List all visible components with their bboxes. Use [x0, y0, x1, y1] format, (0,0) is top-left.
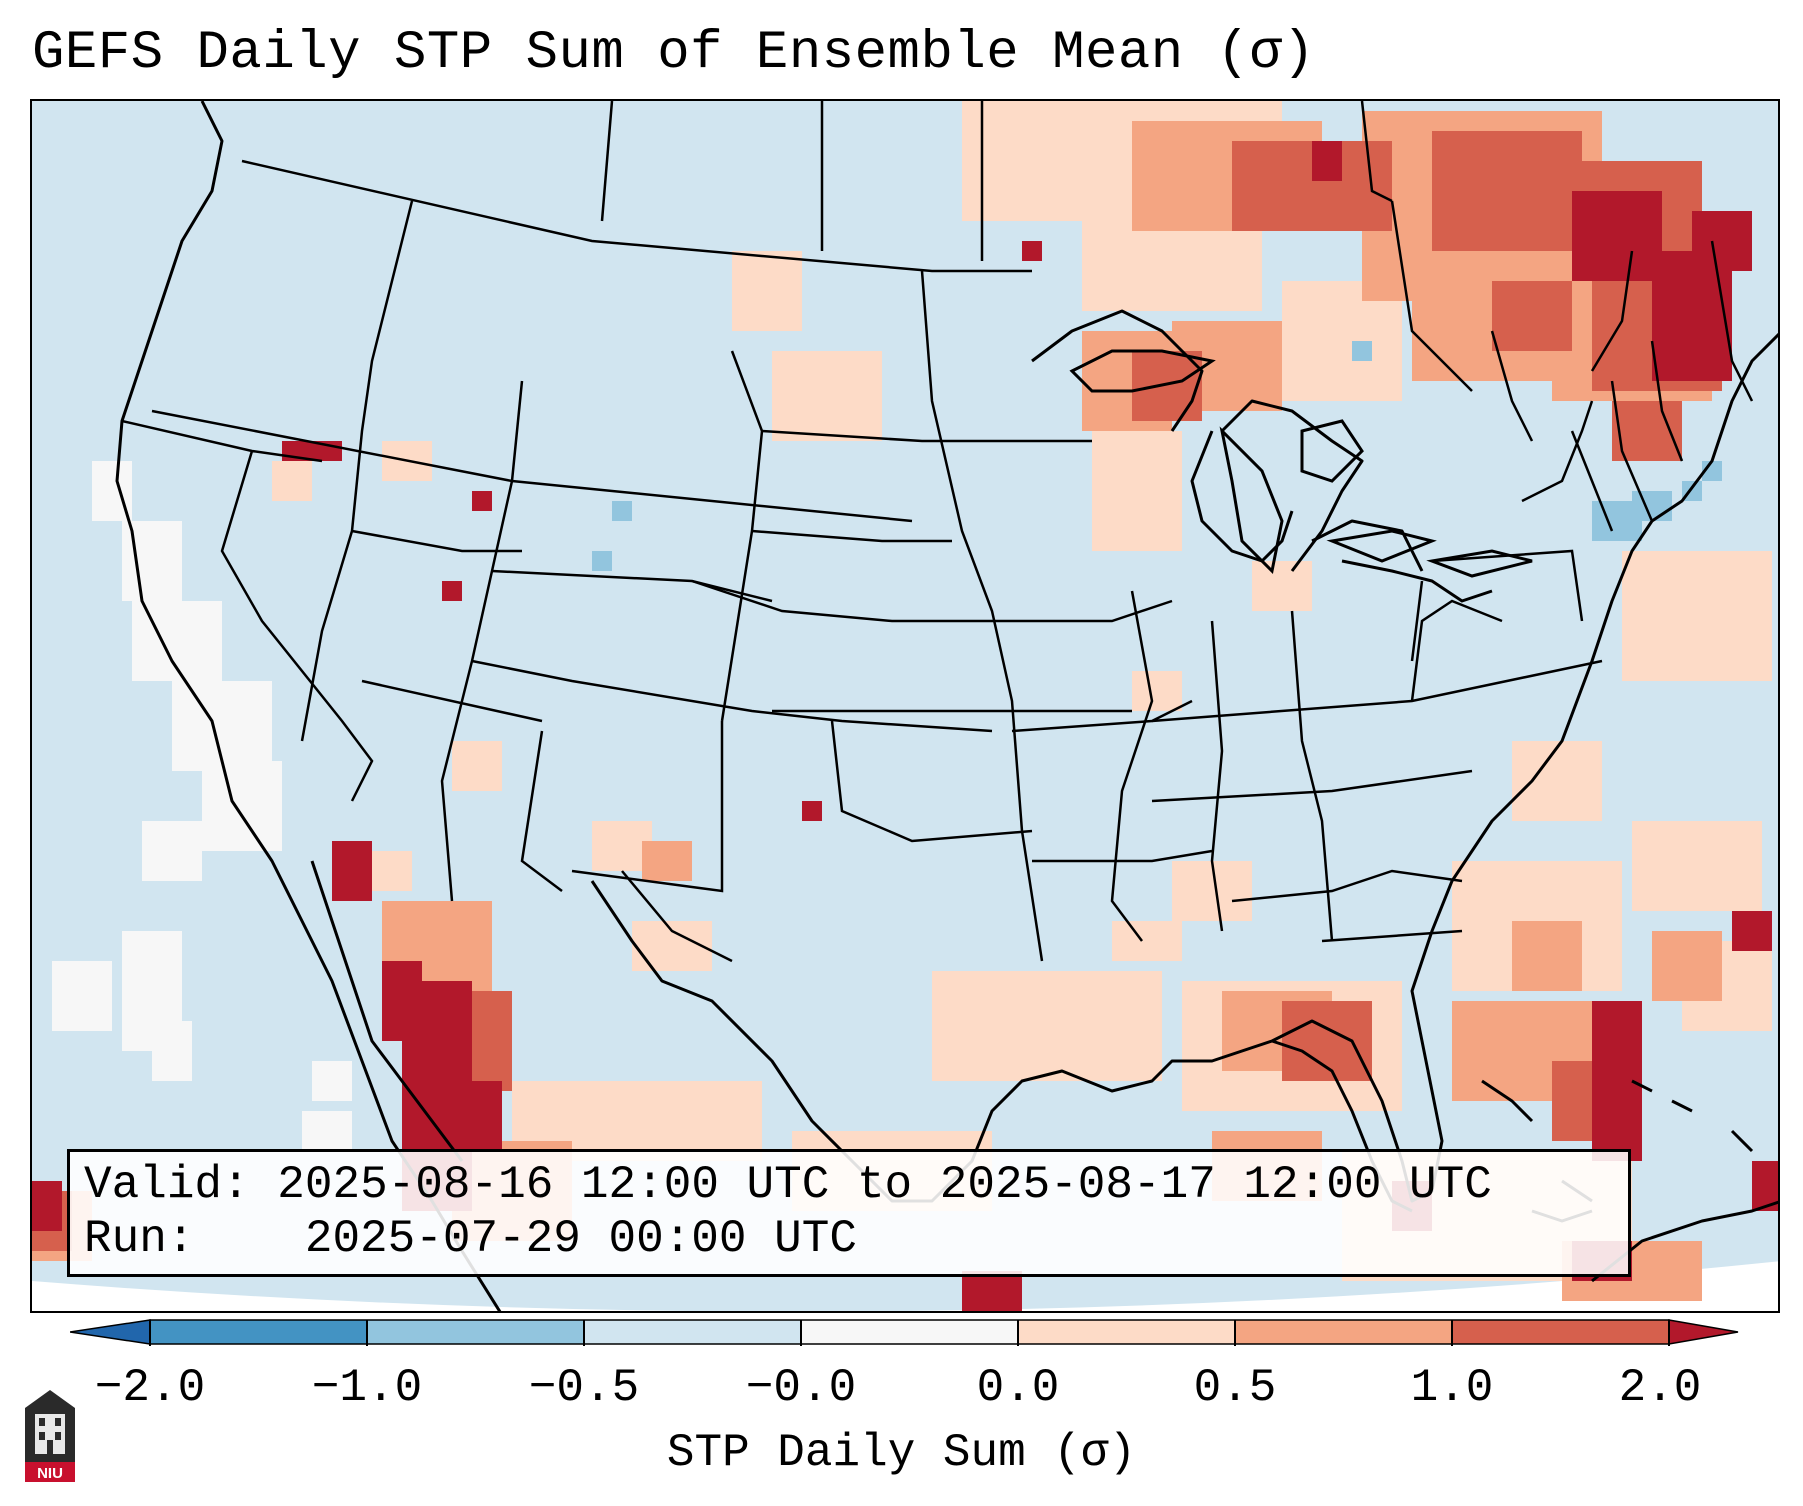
valid-value: 2025-08-16 12:00 UTC to 2025-08-17 12:00… [277, 1159, 1492, 1211]
niu-logo: NIU [25, 1390, 75, 1482]
colorbar-tick-label: −2.0 [94, 1362, 206, 1414]
colorbar-tick-label: −0.0 [745, 1362, 857, 1414]
map-canvas [32, 101, 1778, 1311]
colorbar-ticks [149, 1320, 1670, 1346]
valid-row: Valid: 2025-08-16 12:00 UTC to 2025-08-1… [84, 1158, 1628, 1212]
colorbar-tick-label: −1.0 [311, 1362, 423, 1414]
colorbar-tick-label: −0.5 [528, 1362, 640, 1414]
great-lakes [1069, 349, 1533, 578]
valid-label: Valid: [84, 1159, 250, 1211]
stp-anomaly-map[interactable] [30, 99, 1780, 1313]
run-row: Run: 2025-07-29 00:00 UTC [84, 1212, 1628, 1266]
colorbar-segment-6 [1235, 1320, 1452, 1344]
colorbar-segment-2 [367, 1320, 584, 1344]
valid-run-infobox: Valid: 2025-08-16 12:00 UTC to 2025-08-1… [67, 1149, 1631, 1277]
negative-anomaly [592, 341, 1722, 571]
map-title: GEFS Daily STP Sum of Ensemble Mean (σ) [32, 23, 1316, 84]
colorbar-tick-label: 2.0 [1618, 1362, 1702, 1414]
colorbar-tick-label: 0.0 [976, 1362, 1060, 1414]
projection-edge [32, 1261, 1778, 1311]
colorbar-segment-7 [1452, 1320, 1669, 1344]
colorbar-extend-high [1668, 1319, 1739, 1345]
colorbar-segment-5 [1018, 1320, 1235, 1344]
colorbar-segment-3 [584, 1320, 801, 1344]
colorbar-tick-label: 0.5 [1193, 1362, 1277, 1414]
state-borders [121, 101, 1754, 963]
colorbar-extend-low [70, 1319, 151, 1345]
colorbar-label: STP Daily Sum (σ) [666, 1427, 1137, 1479]
run-label: Run: [84, 1213, 195, 1265]
colorbar-segment-4 [801, 1320, 1018, 1344]
colorbar-tick-label: 1.0 [1410, 1362, 1494, 1414]
colorbar-segment-1 [150, 1320, 367, 1344]
run-value: 2025-07-29 00:00 UTC [304, 1213, 857, 1265]
positive-anomaly-max [32, 141, 1778, 1311]
logo-text: NIU [37, 1465, 63, 1482]
colorbar [70, 1319, 1739, 1346]
